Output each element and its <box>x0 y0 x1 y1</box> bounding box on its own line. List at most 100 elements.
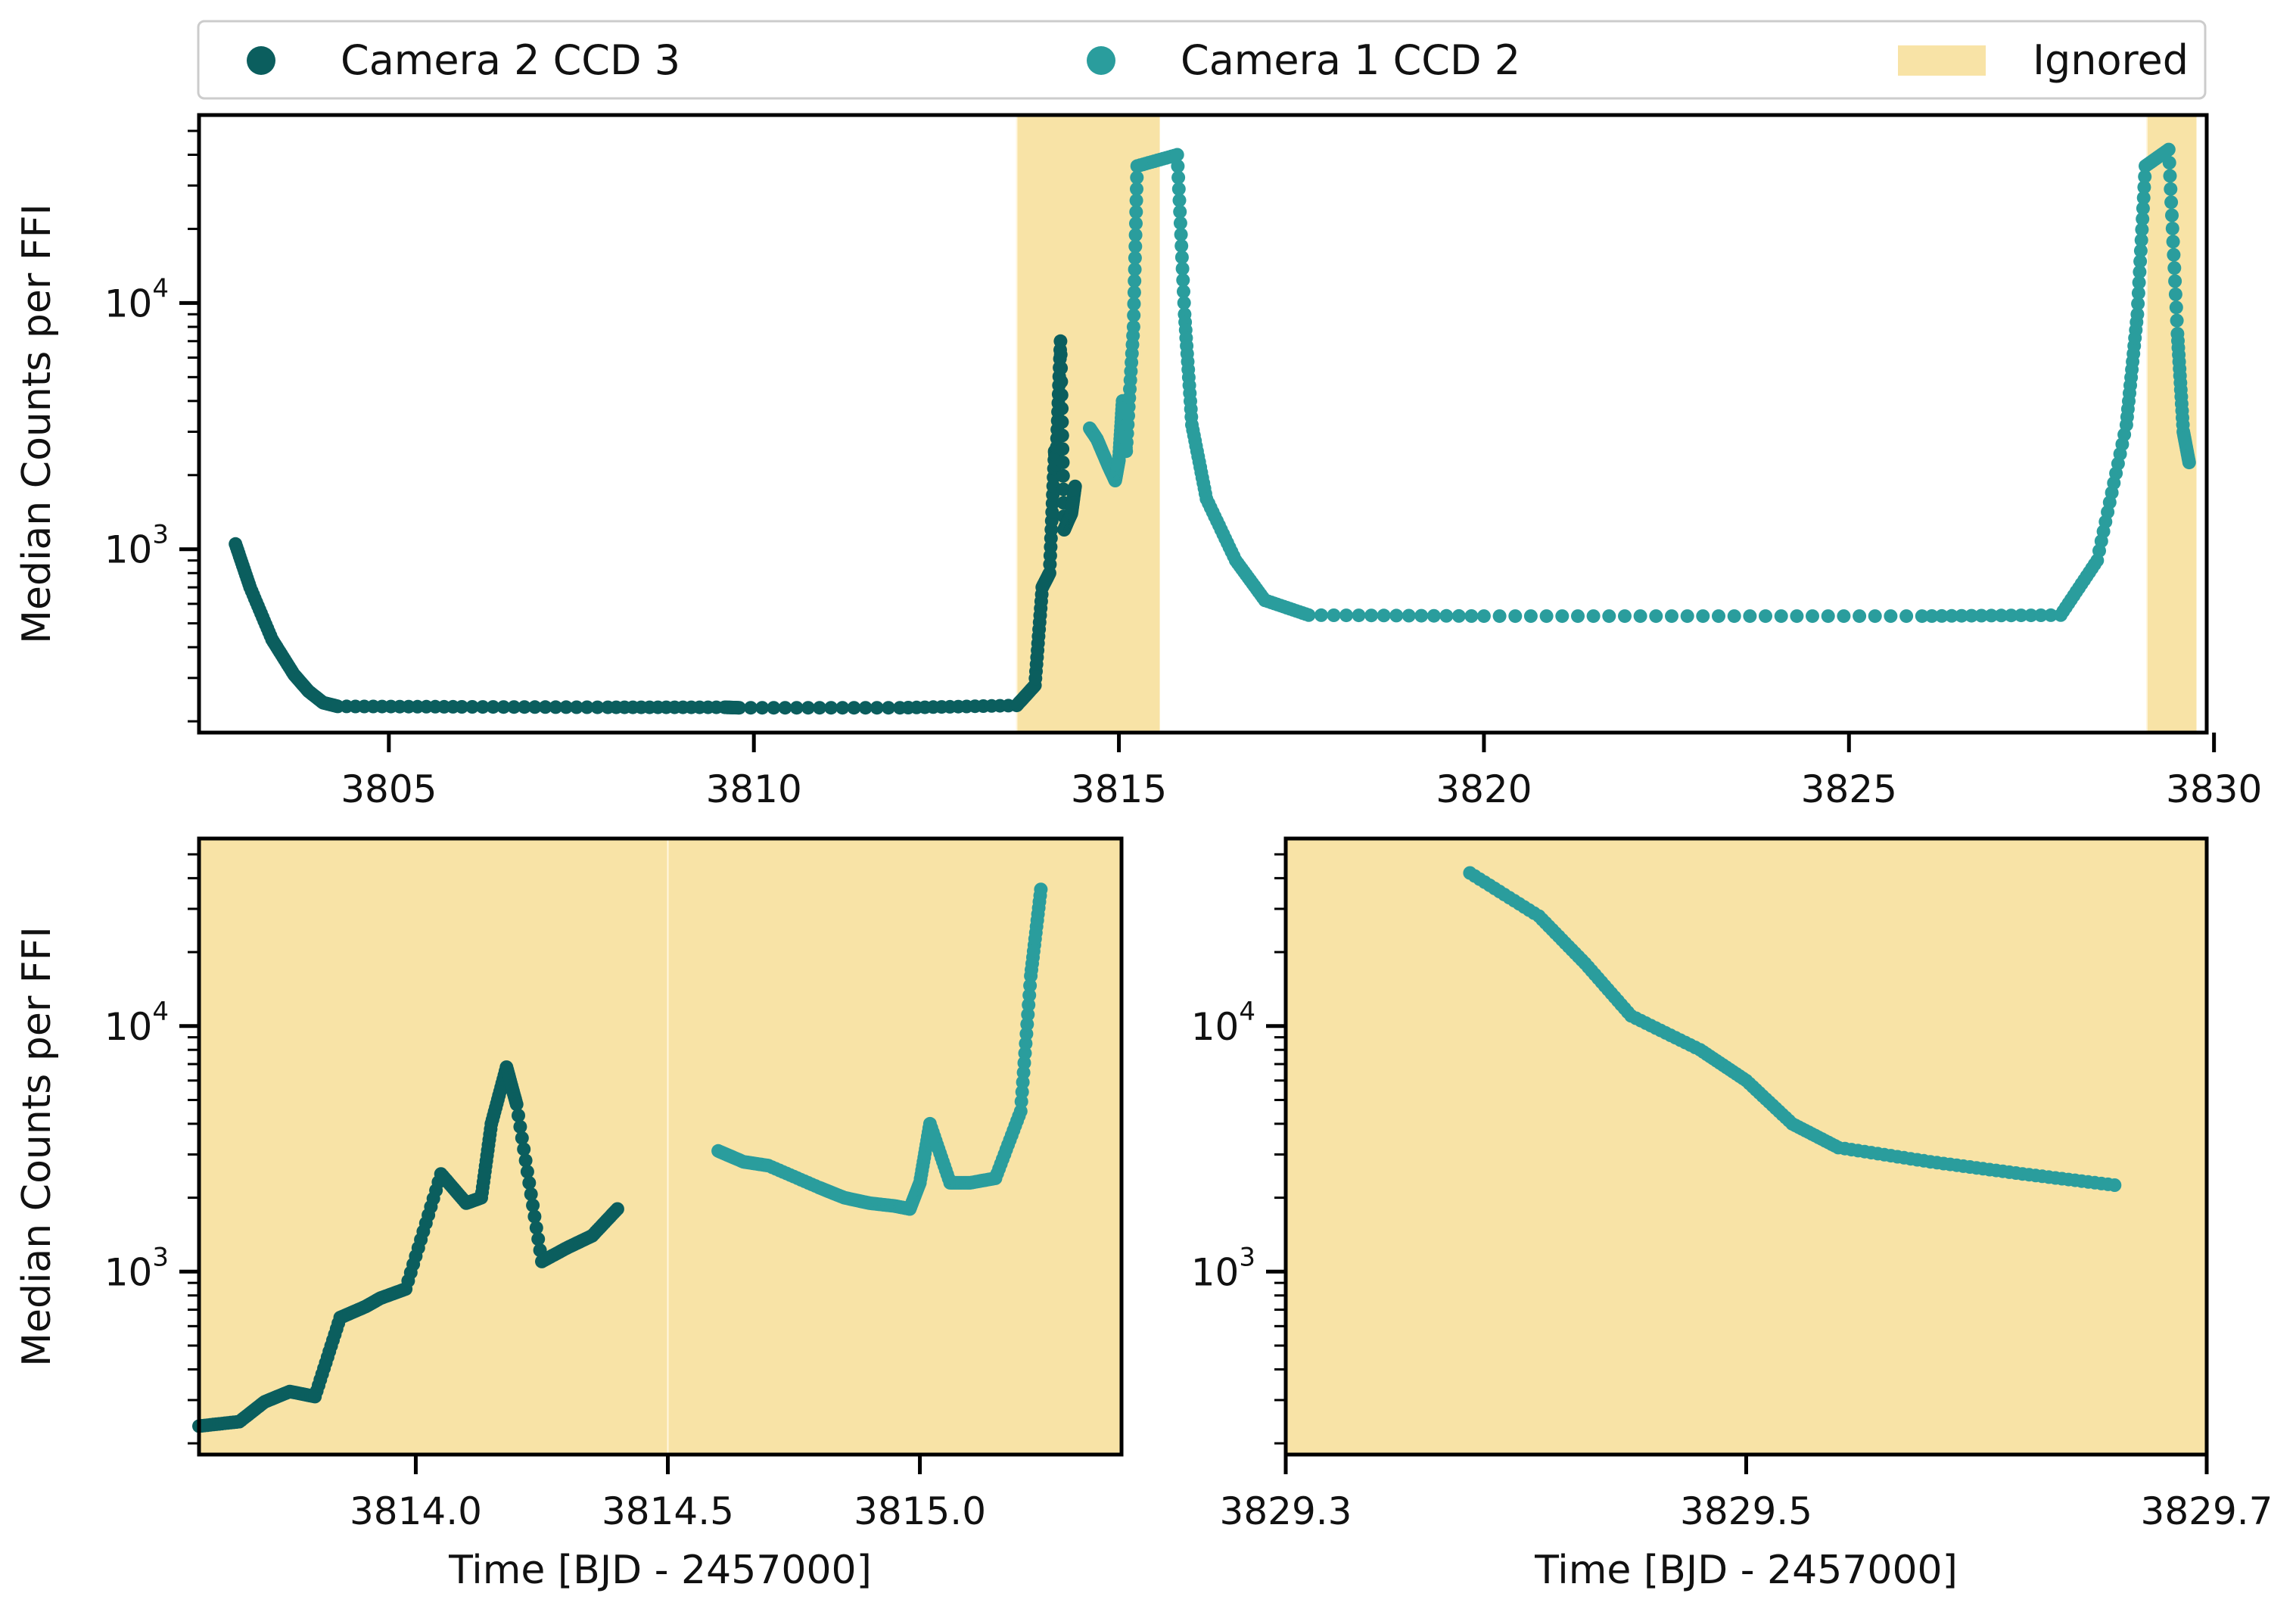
data-point <box>1994 608 2008 623</box>
data-point <box>513 1119 527 1134</box>
legend-marker-camera2-ccd3 <box>247 46 275 75</box>
data-point <box>2161 142 2176 157</box>
data-point <box>1899 609 1914 624</box>
legend-label-camera1-ccd2: Camera 1 CCD 2 <box>1181 36 1520 84</box>
data-point <box>2133 254 2148 269</box>
data-point <box>1377 608 1391 623</box>
data-point <box>1934 608 1949 623</box>
data-point <box>1034 882 1048 897</box>
data-point <box>2170 313 2184 328</box>
data-point <box>1868 609 1882 624</box>
data-point <box>1128 250 1142 265</box>
x-tick-label: 3830 <box>2166 767 2262 811</box>
data-point <box>1126 319 1140 334</box>
data-point <box>1177 285 1190 299</box>
data-point <box>496 700 511 714</box>
data-point <box>1680 609 1694 624</box>
data-point <box>1352 608 1366 623</box>
y-tick-label: 103 <box>104 520 169 572</box>
data-point <box>1649 609 1663 624</box>
data-point <box>1414 608 1429 623</box>
data-point <box>767 701 781 715</box>
data-point <box>1853 609 1867 624</box>
data-point <box>1821 609 1835 624</box>
data-point <box>2164 195 2179 210</box>
data-point <box>1790 609 1804 624</box>
data-point <box>1053 347 1068 362</box>
data-point <box>1633 609 1647 624</box>
x-tick-label: 3810 <box>706 767 802 811</box>
data-point <box>2167 261 2182 275</box>
data-point <box>1712 609 1725 624</box>
x-axis-title: Time [BJD - 2457000] <box>1534 1548 1958 1593</box>
data-point <box>1451 608 1466 623</box>
ignored-span <box>667 839 1122 1455</box>
legend-frame <box>197 20 2207 100</box>
x-tick-label: 3829.3 <box>1220 1489 1352 1533</box>
data-point <box>475 700 490 714</box>
data-point <box>1965 608 1979 623</box>
data-point <box>2136 191 2151 205</box>
data-point <box>1054 361 1069 375</box>
data-point <box>813 701 826 715</box>
data-point <box>1364 608 1379 623</box>
data-point <box>1013 1104 1028 1119</box>
data-point <box>2169 300 2183 315</box>
x-tick-label: 3815 <box>1071 767 1167 811</box>
data-point <box>789 701 804 715</box>
legend-label-ignored: Ignored <box>2033 36 2189 84</box>
data-point <box>518 700 531 714</box>
bottom-right-panel: 103 104 3829.3 3829.5 3829.7 Time [BJD - 2457… <box>1191 836 2273 1593</box>
data-point <box>1055 415 1069 429</box>
data-point <box>1402 608 1416 623</box>
data-point <box>1884 609 1898 624</box>
data-point <box>1019 1036 1033 1050</box>
legend: Camera 2 CCD 3 Camera 1 CCD 2 Ignored <box>197 20 2207 100</box>
data-point <box>1128 263 1142 276</box>
y-tick-label: 103 <box>104 1242 169 1294</box>
data-point <box>1508 609 1523 624</box>
data-point <box>1439 608 1454 623</box>
data-point <box>2165 221 2179 235</box>
data-point <box>2134 233 2148 247</box>
data-point <box>778 701 792 715</box>
data-point <box>2131 297 2145 311</box>
data-point <box>1389 608 1404 623</box>
data-point <box>2164 182 2178 196</box>
data-point <box>1056 468 1070 483</box>
data-point <box>1806 609 1819 624</box>
data-point <box>1476 609 1491 624</box>
data-point <box>1054 375 1069 389</box>
data-point <box>755 701 770 715</box>
data-point <box>1016 1075 1030 1089</box>
data-point <box>1924 609 1939 623</box>
x-tick-label: 3829.5 <box>1680 1489 1812 1533</box>
data-point <box>1555 609 1570 624</box>
data-point <box>1056 456 1070 469</box>
data-point <box>559 700 574 714</box>
data-point <box>1302 608 1316 622</box>
legend-patch-ignored <box>1898 45 1986 76</box>
data-point <box>2133 244 2148 258</box>
y-tick-label: 104 <box>104 273 169 325</box>
data-point <box>1327 608 1341 622</box>
data-point <box>1743 609 1757 624</box>
data-point <box>2167 247 2181 262</box>
data-point <box>870 701 884 715</box>
data-point <box>1129 216 1143 231</box>
legend-marker-camera1-ccd2 <box>1087 46 1115 75</box>
data-point <box>1068 479 1082 493</box>
data-point <box>2135 222 2149 237</box>
data-point <box>2004 608 2018 623</box>
data-point <box>527 700 542 714</box>
data-point <box>1984 608 1999 623</box>
bottom-left-panel: 103 104 3814.0 3814.5 3815.0 Median Counts pe… <box>14 836 1124 1593</box>
data-point <box>1174 238 1189 253</box>
data-point <box>1173 204 1187 219</box>
data-point <box>517 1142 531 1156</box>
data-point <box>835 701 850 715</box>
y-tick-label: 104 <box>104 997 169 1049</box>
data-point <box>1053 334 1068 348</box>
data-point <box>824 701 838 715</box>
data-point <box>2168 274 2182 288</box>
